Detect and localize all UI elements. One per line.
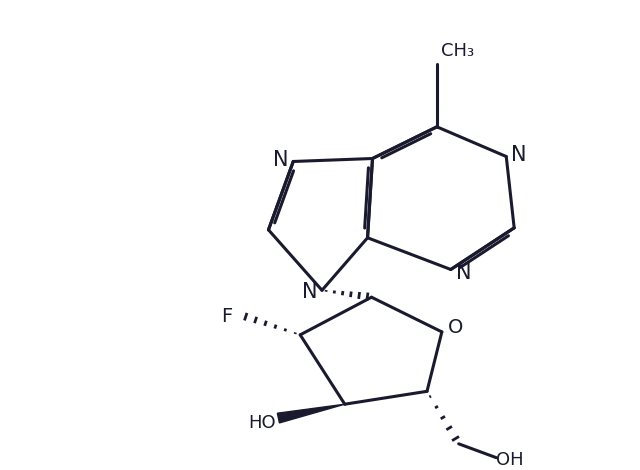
Text: N: N	[273, 150, 288, 171]
Text: N: N	[456, 263, 472, 283]
Polygon shape	[277, 404, 345, 423]
Text: F: F	[221, 306, 232, 326]
Text: CH₃: CH₃	[441, 41, 474, 60]
Text: OH: OH	[497, 451, 524, 469]
Text: O: O	[448, 318, 463, 337]
Text: HO: HO	[249, 414, 276, 432]
Text: N: N	[302, 282, 318, 302]
Text: N: N	[511, 145, 527, 164]
